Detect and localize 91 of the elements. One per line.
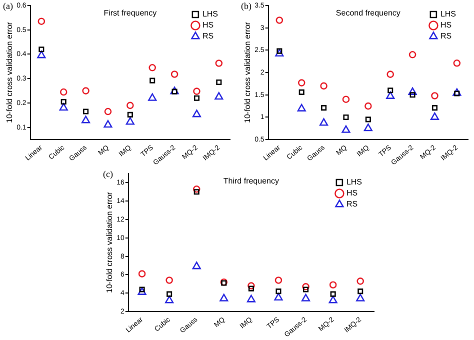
point — [60, 88, 68, 96]
point — [408, 51, 416, 58]
point — [170, 70, 178, 78]
point — [60, 99, 66, 105]
legend-label: RS — [346, 200, 358, 209]
point — [330, 291, 336, 297]
text: (a) — [3, 0, 13, 11]
point — [302, 283, 310, 290]
y-axis-title: 10-fold cross validation error — [243, 22, 252, 123]
point — [248, 282, 255, 290]
point — [408, 87, 417, 95]
point — [364, 102, 372, 110]
point — [358, 288, 364, 294]
point — [166, 291, 172, 297]
point — [452, 88, 462, 96]
point — [104, 108, 112, 116]
point — [248, 286, 254, 292]
legend-label: LHS — [346, 178, 362, 187]
chart-title: First frequency — [104, 8, 157, 18]
point — [246, 294, 256, 302]
point — [192, 110, 202, 118]
point — [138, 270, 146, 278]
point — [194, 189, 200, 195]
point — [431, 92, 438, 100]
point — [298, 79, 306, 86]
point — [126, 102, 134, 110]
text: (c) — [103, 168, 113, 179]
point — [193, 88, 200, 95]
legend-label: RS — [440, 32, 452, 41]
point — [104, 120, 112, 128]
point — [274, 276, 282, 284]
point — [297, 104, 306, 112]
point — [321, 105, 327, 111]
point — [276, 288, 282, 294]
point — [148, 64, 156, 72]
point — [138, 287, 146, 295]
point — [388, 88, 394, 94]
point — [127, 112, 133, 118]
point — [148, 93, 157, 101]
point — [410, 92, 416, 98]
point — [194, 95, 200, 101]
y-axis-title: 10-fold cross validation error — [5, 22, 14, 123]
point — [192, 185, 200, 193]
point — [365, 116, 371, 122]
point — [298, 89, 304, 95]
point — [192, 262, 201, 270]
point — [37, 50, 46, 58]
text: (b) — [241, 0, 252, 11]
point — [342, 96, 350, 103]
point — [38, 18, 46, 25]
point — [214, 92, 224, 100]
point — [150, 78, 156, 84]
point — [430, 112, 440, 120]
point — [276, 16, 284, 24]
point — [320, 118, 328, 126]
point — [275, 48, 284, 57]
point — [301, 294, 310, 302]
legend-label: RS — [202, 32, 214, 41]
point — [329, 281, 337, 289]
point — [215, 60, 223, 67]
point — [386, 91, 395, 99]
point — [274, 292, 283, 301]
legend-label: LHS — [202, 10, 218, 19]
point — [342, 125, 350, 133]
legend-label: HS — [346, 188, 358, 198]
point — [82, 87, 90, 94]
point — [386, 70, 394, 78]
point — [165, 296, 174, 304]
point — [83, 108, 89, 114]
point — [59, 103, 68, 111]
point — [364, 124, 372, 132]
y-axis-title: 10-fold cross validation error — [105, 192, 114, 293]
point — [220, 294, 228, 302]
point — [166, 276, 173, 284]
point — [82, 116, 90, 124]
point — [453, 59, 461, 67]
point — [320, 82, 328, 90]
point — [432, 105, 438, 111]
point — [356, 278, 364, 285]
point — [343, 114, 349, 120]
point — [328, 296, 338, 304]
point — [38, 46, 44, 52]
legend-label: HS — [202, 20, 214, 30]
point — [356, 294, 365, 302]
legend-label: LHS — [440, 10, 456, 19]
chart-title: Third frequency — [223, 176, 279, 186]
legend-label: HS — [440, 20, 452, 30]
point — [126, 117, 134, 125]
point — [216, 80, 222, 86]
point — [303, 286, 309, 292]
chart-title: Second frequency — [336, 8, 400, 18]
